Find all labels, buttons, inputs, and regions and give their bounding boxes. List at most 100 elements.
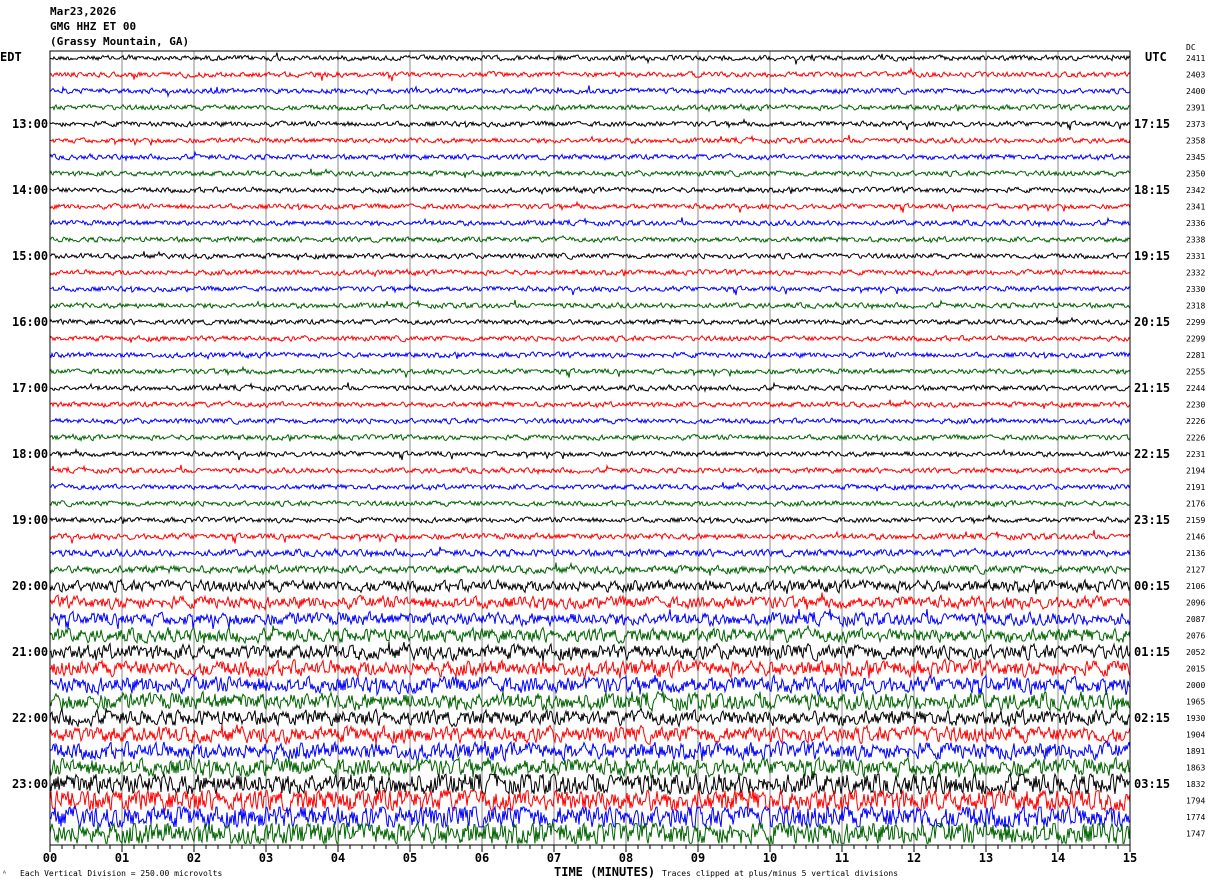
- trace-line: [49, 463, 1130, 476]
- x-axis-title: TIME (MINUTES): [554, 865, 655, 879]
- station-label: GMG HHZ ET 00: [50, 20, 136, 33]
- x-tick-label: 03: [259, 851, 273, 865]
- right-time-label: 18:15: [1134, 183, 1170, 197]
- left-time-label: 20:00: [12, 579, 48, 593]
- right-time-label: 17:15: [1134, 117, 1170, 131]
- trace-line: [49, 673, 1131, 697]
- x-tick-label: 08: [619, 851, 633, 865]
- dc-offset-label: 2400: [1186, 87, 1205, 96]
- trace-line: [49, 102, 1131, 113]
- plot-frame: [49, 50, 1131, 846]
- right-time-label: 22:15: [1134, 447, 1170, 461]
- right-time-label: 19:15: [1134, 249, 1170, 263]
- trace-line: [49, 481, 1131, 492]
- trace-line: [49, 821, 1131, 846]
- dc-offset-label: 2127: [1186, 566, 1205, 575]
- left-time-label: 13:00: [12, 117, 48, 131]
- logo-mark: ᴬ: [2, 869, 7, 878]
- dc-offset-label: 1747: [1186, 830, 1205, 839]
- dc-offset-label: 2136: [1186, 549, 1205, 558]
- trace-line: [49, 168, 1131, 178]
- x-tick-label: 11: [835, 851, 849, 865]
- dc-offset-label: 2281: [1186, 351, 1205, 360]
- grid: [121, 51, 1059, 845]
- dc-offset-label: 2299: [1186, 335, 1205, 344]
- dc-offset-label: 2231: [1186, 450, 1205, 459]
- dc-offset-label: 2087: [1186, 615, 1205, 624]
- dc-offset-label: 2330: [1186, 285, 1205, 294]
- trace-line: [49, 365, 1131, 378]
- trace-line: [49, 134, 1131, 147]
- x-tick-label: 12: [907, 851, 921, 865]
- trace-line: [49, 805, 1131, 829]
- left-time-label: 17:00: [12, 381, 48, 395]
- dc-offset-label: 2226: [1186, 434, 1205, 443]
- trace-line: [49, 657, 1131, 680]
- trace-line: [49, 592, 1131, 613]
- dc-offset-label: 2411: [1186, 54, 1205, 63]
- dc-offset-label: 2299: [1186, 318, 1205, 327]
- trace-line: [49, 350, 1131, 361]
- trace-line: [49, 200, 1131, 213]
- dc-offset-label: 2342: [1186, 186, 1205, 195]
- dc-offset-label: 2350: [1186, 170, 1205, 179]
- dc-offset-label: 2403: [1186, 71, 1205, 80]
- dc-offset-label: 2255: [1186, 368, 1205, 377]
- trace-line: [49, 706, 1131, 728]
- trace-line: [49, 529, 1131, 544]
- trace-line: [49, 417, 1131, 427]
- traces: [49, 52, 1131, 846]
- trace-line: [49, 432, 1131, 442]
- trace-line: [49, 641, 1131, 662]
- trace-line: [49, 216, 1131, 228]
- trace-line: [49, 498, 1131, 509]
- trace-line: [49, 150, 1131, 162]
- clip-note: Traces clipped at plus/minus 5 vertical …: [662, 869, 898, 878]
- trace-line: [49, 66, 1131, 82]
- left-time-label: 21:00: [12, 645, 48, 659]
- date-label: Mar23,2026: [50, 5, 117, 18]
- dc-offset-label: 1930: [1186, 714, 1205, 723]
- dc-offset-label: 2341: [1186, 203, 1205, 212]
- dc-offset-label: 2391: [1186, 104, 1205, 113]
- x-tick-label: 02: [187, 851, 201, 865]
- dc-offset-label: 2331: [1186, 252, 1205, 261]
- right-time-label: 21:15: [1134, 381, 1170, 395]
- trace-line: [49, 185, 1131, 196]
- trace-line: [49, 298, 1131, 311]
- dc-offset-label: 2358: [1186, 137, 1205, 146]
- x-tick-label: 10: [763, 851, 777, 865]
- right-time-label: 23:15: [1134, 513, 1170, 527]
- trace-line: [49, 117, 1131, 131]
- right-timezone-label: UTC: [1145, 50, 1167, 64]
- left-time-label: 19:00: [12, 513, 48, 527]
- dc-offset-label: 2146: [1186, 533, 1205, 542]
- right-time-label: 02:15: [1134, 711, 1170, 725]
- right-time-label: 01:15: [1134, 645, 1170, 659]
- right-time-label: 03:15: [1134, 777, 1170, 791]
- dc-offset-label: 2244: [1186, 384, 1205, 393]
- trace-line: [49, 334, 1131, 343]
- x-tick-label: 01: [115, 851, 129, 865]
- trace-line: [49, 267, 1131, 278]
- trace-line: [49, 282, 1131, 296]
- dc-offset-label: 2332: [1186, 269, 1205, 278]
- trace-line: [49, 788, 1131, 813]
- right-time-label: 20:15: [1134, 315, 1170, 329]
- dc-offset-label: 2226: [1186, 417, 1205, 426]
- dc-offset-label: 2194: [1186, 467, 1205, 476]
- dc-offset-label: 1794: [1186, 797, 1205, 806]
- dc-offset-label: 2336: [1186, 219, 1205, 228]
- left-time-label: 16:00: [12, 315, 48, 329]
- trace-line: [49, 772, 1131, 796]
- trace-line: [49, 235, 1131, 244]
- trace-line: [49, 724, 1131, 746]
- x-tick-label: 13: [979, 851, 993, 865]
- dc-offset-label: 2338: [1186, 236, 1205, 245]
- x-tick-label: 06: [475, 851, 489, 865]
- location-label: (Grassy Mountain, GA): [50, 35, 189, 48]
- x-tick-label: 15: [1123, 851, 1137, 865]
- dc-offset-label: 2106: [1186, 582, 1205, 591]
- dc-offset-label: 2096: [1186, 599, 1205, 608]
- trace-line: [49, 609, 1131, 629]
